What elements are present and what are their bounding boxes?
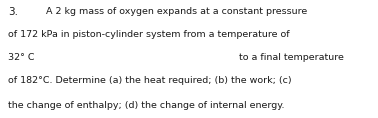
- Text: of 182°C. Determine (a) the heat required; (b) the work; (c): of 182°C. Determine (a) the heat require…: [8, 76, 292, 85]
- Text: the change of enthalpy; (d) the change of internal energy.: the change of enthalpy; (d) the change o…: [8, 101, 285, 110]
- Text: to a final temperature: to a final temperature: [239, 53, 344, 62]
- Text: 32° C: 32° C: [8, 53, 35, 62]
- Text: 3.: 3.: [8, 7, 18, 17]
- Text: of 172 kPa in piston-cylinder system from a temperature of: of 172 kPa in piston-cylinder system fro…: [8, 30, 290, 39]
- Text: A 2 kg mass of oxygen expands at a constant pressure: A 2 kg mass of oxygen expands at a const…: [46, 7, 308, 16]
